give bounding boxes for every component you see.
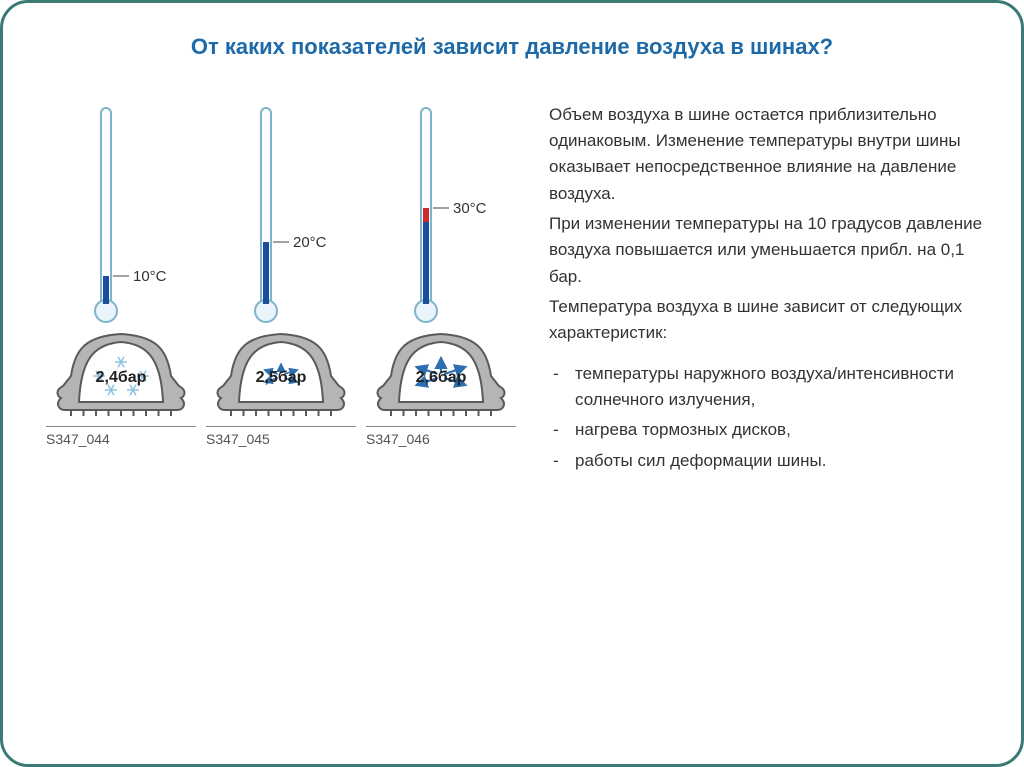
paragraph: Объем воздуха в шине остается приблизите… <box>549 102 983 207</box>
paragraph: При изменении температуры на 10 градусов… <box>549 211 983 290</box>
tire-unit: 10°C 2,4бар S347_044 <box>46 102 196 447</box>
bullet-item: температуры наружного воздуха/интенсивно… <box>549 361 983 414</box>
tire-unit: 30°C 2,6бар S347_046 <box>366 102 516 447</box>
temperature-label: 30°C <box>453 200 486 217</box>
tire-icon: 2,5бар <box>211 324 351 420</box>
pressure-label: 2,4бар <box>96 369 147 386</box>
pressure-label: 2,5бар <box>256 369 307 386</box>
figure-caption: S347_044 <box>46 426 196 447</box>
bullet-list: температуры наружного воздуха/интенсивно… <box>549 361 983 474</box>
tire-icon: 2,6бар <box>371 324 511 420</box>
text-column: Объем воздуха в шине остается приблизите… <box>549 102 983 478</box>
tire-unit: 20°C 2,5бар S347_045 <box>206 102 356 447</box>
figure-caption: S347_045 <box>206 426 356 447</box>
thermometer-icon: 20°C <box>236 102 326 324</box>
temperature-label: 10°C <box>133 268 166 285</box>
tire-icon: 2,4бар <box>51 324 191 420</box>
page-title: От каких показателей зависит давление во… <box>82 33 942 62</box>
bullet-item: работы сил деформации шины. <box>549 448 983 474</box>
thermometer-icon: 30°C <box>396 102 486 324</box>
thermometer-icon: 10°C <box>76 102 166 324</box>
temperature-label: 20°C <box>293 234 326 251</box>
figure-caption: S347_046 <box>366 426 516 447</box>
bullet-item: нагрева тормозных дисков, <box>549 417 983 443</box>
paragraph: Температура воздуха в шине зависит от сл… <box>549 294 983 347</box>
diagram-column: 10°C 2,4бар S347_044 20°C 2,5бар S347_045 30°C… <box>41 102 521 447</box>
content-row: 10°C 2,4бар S347_044 20°C 2,5бар S347_045 30°C… <box>41 102 983 478</box>
slide-frame: От каких показателей зависит давление во… <box>0 0 1024 767</box>
pressure-label: 2,6бар <box>416 369 467 386</box>
